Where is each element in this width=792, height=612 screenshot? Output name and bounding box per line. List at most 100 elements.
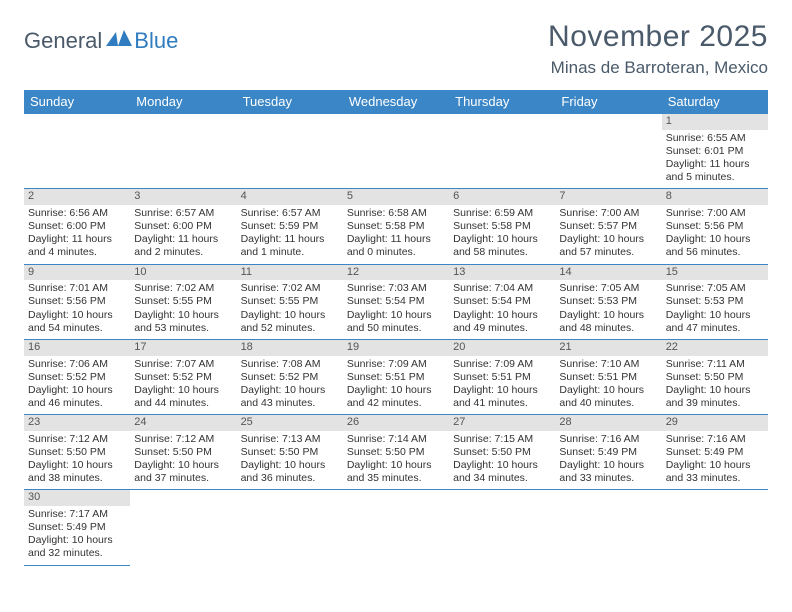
calendar-row: 16Sunrise: 7:06 AMSunset: 5:52 PMDayligh…: [24, 339, 768, 414]
day-content: Sunrise: 7:07 AMSunset: 5:52 PMDaylight:…: [130, 356, 236, 415]
calendar-cell: [237, 490, 343, 565]
calendar-cell: 17Sunrise: 7:07 AMSunset: 5:52 PMDayligh…: [130, 339, 236, 414]
day-number: 10: [130, 265, 236, 281]
day-number: 21: [555, 340, 661, 356]
calendar-cell: 26Sunrise: 7:14 AMSunset: 5:50 PMDayligh…: [343, 415, 449, 490]
daylight-text: Daylight: 10 hours and 32 minutes.: [28, 534, 126, 560]
day-content: Sunrise: 6:57 AMSunset: 5:59 PMDaylight:…: [237, 205, 343, 264]
daylight-text: Daylight: 10 hours and 40 minutes.: [559, 384, 657, 410]
sunset-text: Sunset: 5:56 PM: [666, 220, 764, 233]
daylight-text: Daylight: 11 hours and 0 minutes.: [347, 233, 445, 259]
day-content: Sunrise: 7:02 AMSunset: 5:55 PMDaylight:…: [130, 280, 236, 339]
day-number: 16: [24, 340, 130, 356]
daylight-text: Daylight: 10 hours and 43 minutes.: [241, 384, 339, 410]
daylight-text: Daylight: 11 hours and 1 minute.: [241, 233, 339, 259]
logo-text-blue: Blue: [134, 28, 178, 54]
day-number: 11: [237, 265, 343, 281]
day-content: Sunrise: 6:59 AMSunset: 5:58 PMDaylight:…: [449, 205, 555, 264]
day-number: 6: [449, 189, 555, 205]
day-number: 29: [662, 415, 768, 431]
calendar-cell: [130, 490, 236, 565]
sunrise-text: Sunrise: 7:16 AM: [559, 433, 657, 446]
day-number: 2: [24, 189, 130, 205]
sunrise-text: Sunrise: 7:08 AM: [241, 358, 339, 371]
calendar-cell: 27Sunrise: 7:15 AMSunset: 5:50 PMDayligh…: [449, 415, 555, 490]
daylight-text: Daylight: 10 hours and 35 minutes.: [347, 459, 445, 485]
day-content: Sunrise: 7:10 AMSunset: 5:51 PMDaylight:…: [555, 356, 661, 415]
day-content: Sunrise: 7:09 AMSunset: 5:51 PMDaylight:…: [343, 356, 449, 415]
daylight-text: Daylight: 10 hours and 33 minutes.: [559, 459, 657, 485]
day-number: 27: [449, 415, 555, 431]
daylight-text: Daylight: 10 hours and 54 minutes.: [28, 309, 126, 335]
sunset-text: Sunset: 5:53 PM: [666, 295, 764, 308]
calendar-cell: 10Sunrise: 7:02 AMSunset: 5:55 PMDayligh…: [130, 264, 236, 339]
sunrise-text: Sunrise: 6:57 AM: [134, 207, 232, 220]
day-content: Sunrise: 7:11 AMSunset: 5:50 PMDaylight:…: [662, 356, 768, 415]
sunset-text: Sunset: 5:57 PM: [559, 220, 657, 233]
calendar-cell: [237, 114, 343, 189]
day-number: 22: [662, 340, 768, 356]
calendar-cell: 23Sunrise: 7:12 AMSunset: 5:50 PMDayligh…: [24, 415, 130, 490]
calendar-table: Sunday Monday Tuesday Wednesday Thursday…: [24, 90, 768, 566]
sunset-text: Sunset: 6:00 PM: [134, 220, 232, 233]
sunset-text: Sunset: 5:58 PM: [453, 220, 551, 233]
sunset-text: Sunset: 5:54 PM: [347, 295, 445, 308]
sunrise-text: Sunrise: 7:05 AM: [666, 282, 764, 295]
sunset-text: Sunset: 5:58 PM: [347, 220, 445, 233]
day-number: 28: [555, 415, 661, 431]
daylight-text: Daylight: 10 hours and 39 minutes.: [666, 384, 764, 410]
sunset-text: Sunset: 5:59 PM: [241, 220, 339, 233]
daylight-text: Daylight: 10 hours and 56 minutes.: [666, 233, 764, 259]
calendar-cell: 16Sunrise: 7:06 AMSunset: 5:52 PMDayligh…: [24, 339, 130, 414]
sunrise-text: Sunrise: 7:09 AM: [347, 358, 445, 371]
daylight-text: Daylight: 11 hours and 5 minutes.: [666, 158, 764, 184]
calendar-cell: 21Sunrise: 7:10 AMSunset: 5:51 PMDayligh…: [555, 339, 661, 414]
daylight-text: Daylight: 10 hours and 48 minutes.: [559, 309, 657, 335]
calendar-cell: 4Sunrise: 6:57 AMSunset: 5:59 PMDaylight…: [237, 189, 343, 264]
daylight-text: Daylight: 11 hours and 2 minutes.: [134, 233, 232, 259]
calendar-cell: 13Sunrise: 7:04 AMSunset: 5:54 PMDayligh…: [449, 264, 555, 339]
sunrise-text: Sunrise: 7:09 AM: [453, 358, 551, 371]
sunrise-text: Sunrise: 7:06 AM: [28, 358, 126, 371]
calendar-cell: 6Sunrise: 6:59 AMSunset: 5:58 PMDaylight…: [449, 189, 555, 264]
daylight-text: Daylight: 10 hours and 41 minutes.: [453, 384, 551, 410]
day-content: Sunrise: 7:13 AMSunset: 5:50 PMDaylight:…: [237, 431, 343, 490]
sunrise-text: Sunrise: 7:11 AM: [666, 358, 764, 371]
daylight-text: Daylight: 10 hours and 34 minutes.: [453, 459, 551, 485]
sunrise-text: Sunrise: 7:10 AM: [559, 358, 657, 371]
daylight-text: Daylight: 10 hours and 36 minutes.: [241, 459, 339, 485]
daylight-text: Daylight: 10 hours and 46 minutes.: [28, 384, 126, 410]
day-content: Sunrise: 6:56 AMSunset: 6:00 PMDaylight:…: [24, 205, 130, 264]
daylight-text: Daylight: 10 hours and 52 minutes.: [241, 309, 339, 335]
calendar-cell: 14Sunrise: 7:05 AMSunset: 5:53 PMDayligh…: [555, 264, 661, 339]
sunrise-text: Sunrise: 7:02 AM: [241, 282, 339, 295]
sunrise-text: Sunrise: 7:07 AM: [134, 358, 232, 371]
sunrise-text: Sunrise: 7:04 AM: [453, 282, 551, 295]
day-content: Sunrise: 7:03 AMSunset: 5:54 PMDaylight:…: [343, 280, 449, 339]
day-content: Sunrise: 7:04 AMSunset: 5:54 PMDaylight:…: [449, 280, 555, 339]
day-number: 23: [24, 415, 130, 431]
calendar-row: 2Sunrise: 6:56 AMSunset: 6:00 PMDaylight…: [24, 189, 768, 264]
calendar-cell: 3Sunrise: 6:57 AMSunset: 6:00 PMDaylight…: [130, 189, 236, 264]
title-block: November 2025 Minas de Barroteran, Mexic…: [548, 20, 768, 78]
calendar-cell: [24, 114, 130, 189]
day-number: 5: [343, 189, 449, 205]
sunrise-text: Sunrise: 6:59 AM: [453, 207, 551, 220]
day-number: 17: [130, 340, 236, 356]
calendar-cell: 28Sunrise: 7:16 AMSunset: 5:49 PMDayligh…: [555, 415, 661, 490]
day-number: 20: [449, 340, 555, 356]
sunrise-text: Sunrise: 7:17 AM: [28, 508, 126, 521]
day-content: Sunrise: 7:12 AMSunset: 5:50 PMDaylight:…: [24, 431, 130, 490]
calendar-cell: [555, 114, 661, 189]
sunset-text: Sunset: 5:51 PM: [453, 371, 551, 384]
calendar-cell: 7Sunrise: 7:00 AMSunset: 5:57 PMDaylight…: [555, 189, 661, 264]
calendar-cell: 12Sunrise: 7:03 AMSunset: 5:54 PMDayligh…: [343, 264, 449, 339]
sunset-text: Sunset: 6:01 PM: [666, 145, 764, 158]
day-content: Sunrise: 7:16 AMSunset: 5:49 PMDaylight:…: [662, 431, 768, 490]
day-header: Thursday: [449, 90, 555, 114]
location-label: Minas de Barroteran, Mexico: [548, 58, 768, 78]
calendar-cell: 15Sunrise: 7:05 AMSunset: 5:53 PMDayligh…: [662, 264, 768, 339]
calendar-cell: 5Sunrise: 6:58 AMSunset: 5:58 PMDaylight…: [343, 189, 449, 264]
daylight-text: Daylight: 11 hours and 4 minutes.: [28, 233, 126, 259]
sunset-text: Sunset: 5:50 PM: [347, 446, 445, 459]
